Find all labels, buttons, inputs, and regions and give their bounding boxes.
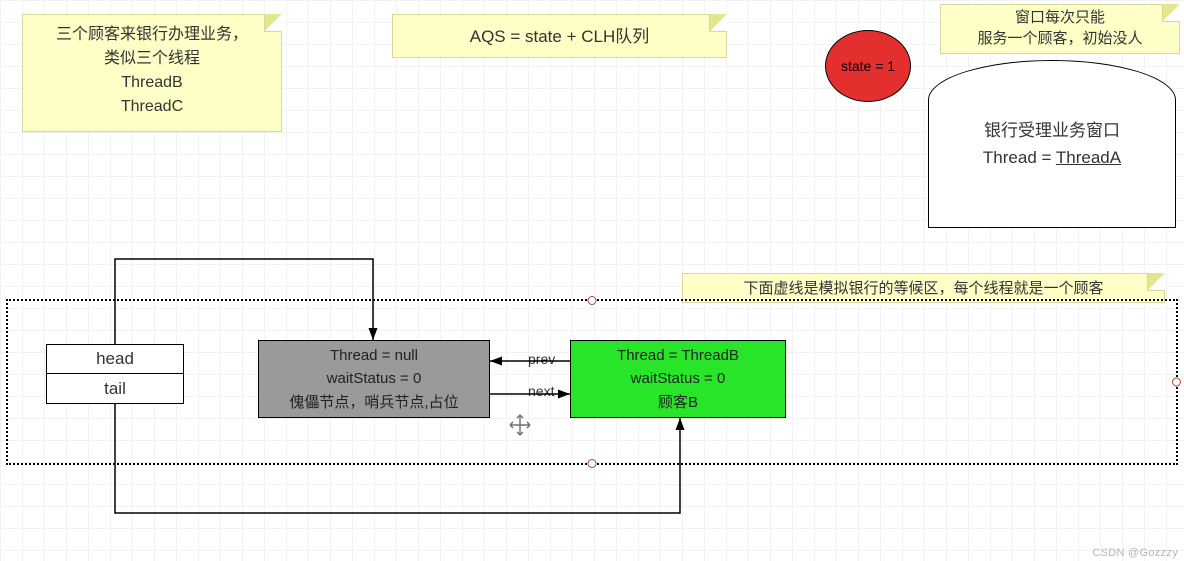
node-sentinel: Thread = null waitStatus = 0 傀儡节点，哨兵节点,占…: [258, 340, 490, 418]
bank-window-thread-prefix: Thread =: [983, 148, 1056, 167]
note-aqs-text: AQS = state + CLH队列: [470, 27, 650, 46]
note-customers-line2: 类似三个线程: [37, 47, 267, 71]
move-cursor-icon: [508, 413, 532, 437]
node-threadb: Thread = ThreadB waitStatus = 0 顾客B: [570, 340, 786, 418]
bank-window-title: 银行受理业务窗口: [984, 117, 1120, 144]
note-window-line2: 服务一个顾客，初始没人: [947, 28, 1173, 49]
tail-cell: tail: [47, 374, 183, 403]
selection-handle-icon[interactable]: [588, 296, 597, 305]
state-ellipse: state = 1: [825, 30, 911, 102]
node-b-line3: 顾客B: [571, 391, 785, 414]
node-b-line1: Thread = ThreadB: [571, 344, 785, 367]
note-fold-icon: [1162, 4, 1180, 22]
note-customers-line4: ThreadC: [37, 95, 267, 119]
note-waiting-text: 下面虚线是模拟银行的等候区，每个线程就是一个顾客: [743, 280, 1103, 297]
note-customers-line3: ThreadB: [37, 71, 267, 95]
node-sentinel-line1: Thread = null: [259, 344, 489, 367]
note-window-line1: 窗口每次只能: [947, 7, 1173, 28]
note-aqs: AQS = state + CLH队列: [392, 14, 727, 58]
bank-window-thread: Thread = ThreadA: [983, 144, 1121, 171]
note-customers-line1: 三个顾客来银行办理业务，: [37, 23, 267, 47]
note-fold-icon: [264, 14, 282, 32]
note-fold-icon: [1147, 273, 1165, 291]
node-b-line2: waitStatus = 0: [571, 367, 785, 390]
note-customers: 三个顾客来银行办理业务， 类似三个线程 ThreadB ThreadC: [22, 14, 282, 132]
headtail-box: head tail: [46, 344, 184, 404]
note-fold-icon: [709, 14, 727, 32]
node-sentinel-line2: waitStatus = 0: [259, 367, 489, 390]
selection-handle-icon[interactable]: [588, 459, 597, 468]
selection-handle-icon[interactable]: [1172, 378, 1181, 387]
note-window-hint: 窗口每次只能 服务一个顾客，初始没人: [940, 4, 1180, 54]
edge-label-prev: prev: [528, 351, 555, 367]
node-sentinel-line3: 傀儡节点，哨兵节点,占位: [259, 391, 489, 414]
bank-window: 银行受理业务窗口 Thread = ThreadA: [928, 60, 1176, 228]
watermark: CSDN @Gozzzy: [1092, 547, 1178, 559]
bank-window-thread-name: ThreadA: [1056, 148, 1121, 167]
head-cell: head: [47, 345, 183, 374]
edge-label-next: next: [528, 383, 554, 399]
state-label: state = 1: [841, 58, 895, 74]
